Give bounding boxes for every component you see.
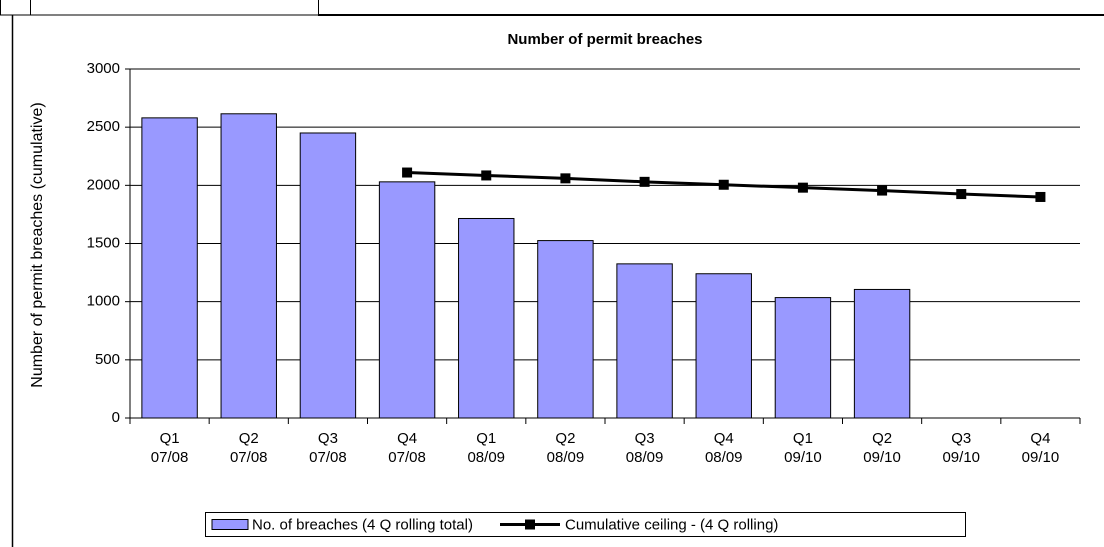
legend-marker	[525, 519, 535, 530]
line-marker	[797, 182, 808, 193]
x-tick-label: Q3	[951, 430, 971, 447]
bar	[458, 217, 515, 419]
bar	[616, 263, 673, 419]
legend	[205, 512, 966, 537]
x-tick-label: 09/10	[863, 449, 901, 466]
x-tick-label: 07/08	[230, 449, 268, 466]
y-tick-label: 2500	[87, 118, 120, 135]
y-tick-label: 2000	[87, 176, 120, 193]
x-tick-label: 08/09	[705, 449, 743, 466]
x-tick-label: Q3	[318, 430, 338, 447]
y-tick-label: 3000	[87, 60, 120, 77]
x-tick-label: 07/08	[388, 449, 426, 466]
x-tick-label: Q1	[476, 430, 496, 447]
bar	[378, 181, 436, 419]
line-marker	[956, 189, 967, 200]
x-tick-label: Q1	[160, 430, 180, 447]
x-tick-label: Q2	[872, 430, 892, 447]
line-marker	[402, 167, 413, 178]
line-marker	[481, 170, 492, 181]
x-tick-label: 09/10	[784, 449, 822, 466]
legend-label: No. of breaches (4 Q rolling total)	[252, 516, 473, 533]
bar	[774, 297, 832, 419]
x-tick-label: 07/08	[151, 449, 189, 466]
x-tick-label: Q4	[397, 430, 417, 447]
x-tick-label: Q1	[793, 430, 813, 447]
x-tick-label: 09/10	[942, 449, 980, 466]
x-tick-label: Q2	[555, 430, 575, 447]
bar	[220, 113, 277, 419]
legend-swatch	[211, 519, 249, 530]
x-tick-label: 08/09	[547, 449, 585, 466]
x-tick-label: Q4	[1030, 430, 1050, 447]
bar	[141, 117, 198, 419]
y-axis-label: Number of permit breaches (cumulative)	[29, 102, 46, 387]
y-tick-label: 0	[112, 409, 120, 426]
line-marker	[877, 185, 888, 196]
x-tick-label: Q3	[635, 430, 655, 447]
bar	[853, 288, 911, 419]
legend-label: Cumulative ceiling - (4 Q rolling)	[565, 516, 778, 533]
top-left-box	[0, 0, 319, 16]
x-tick-label: 08/09	[467, 449, 505, 466]
line-marker	[639, 176, 650, 187]
bar	[537, 240, 594, 419]
x-tick-label: 07/08	[309, 449, 347, 466]
bar	[299, 132, 357, 419]
chart-title: Number of permit breaches	[507, 31, 702, 48]
y-tick-label: 1500	[87, 234, 120, 251]
line-marker	[560, 173, 571, 184]
line-marker	[1035, 191, 1046, 202]
line-marker	[718, 179, 729, 190]
bar	[695, 273, 752, 419]
x-tick-label: Q2	[239, 430, 259, 447]
y-tick-label: 500	[95, 351, 120, 368]
y-tick-label: 1000	[87, 293, 120, 310]
x-tick-label: 09/10	[1022, 449, 1060, 466]
top-left-cell	[0, 0, 31, 16]
x-tick-label: 08/09	[626, 449, 664, 466]
x-tick-label: Q4	[714, 430, 734, 447]
